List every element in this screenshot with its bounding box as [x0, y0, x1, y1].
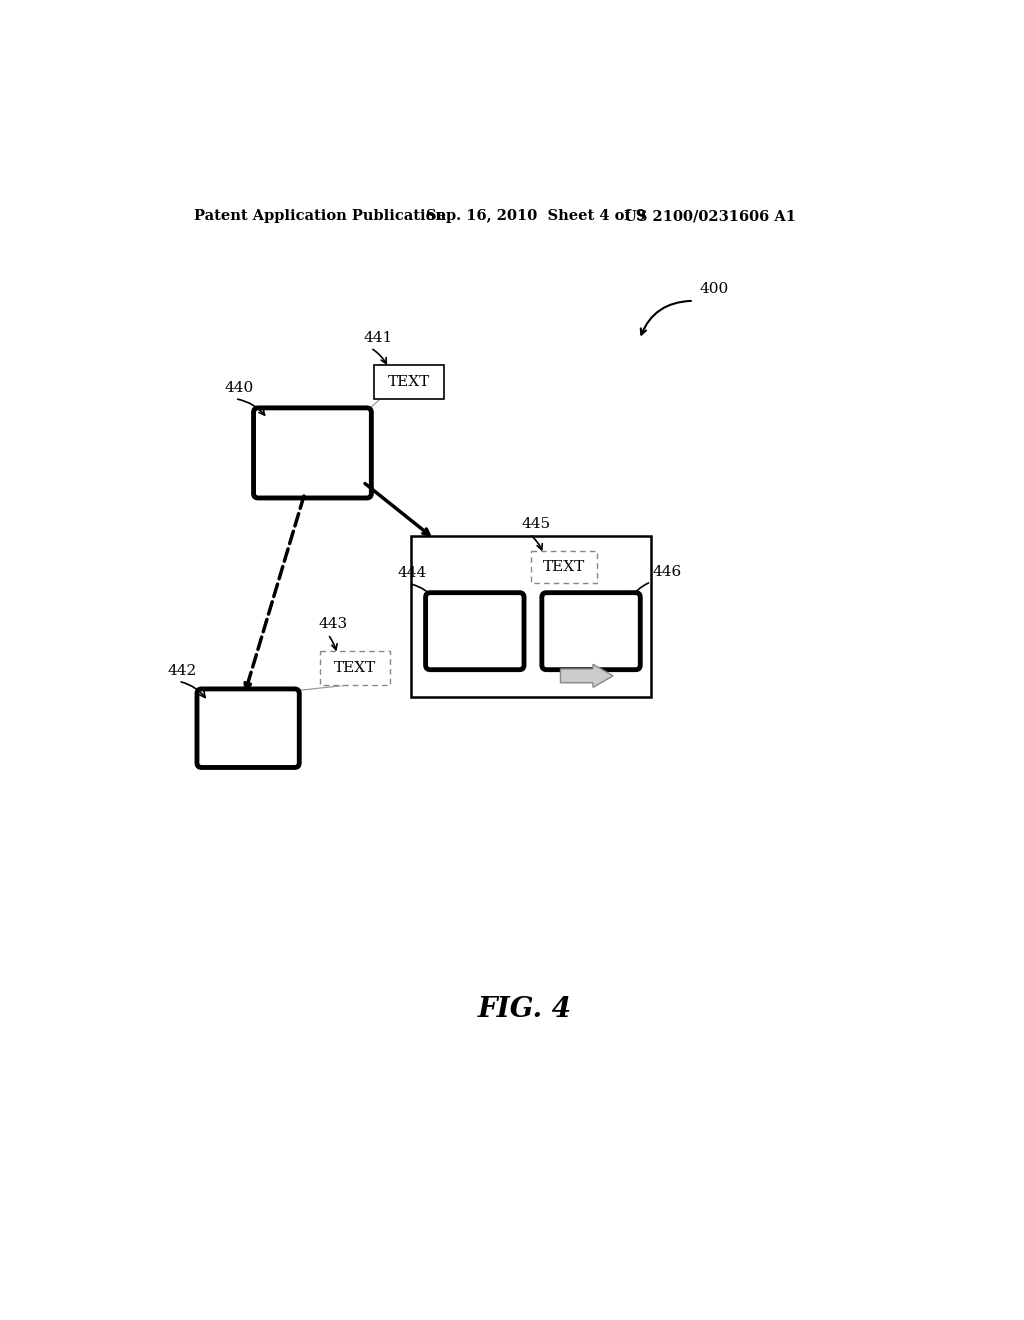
Bar [531, 552, 597, 583]
Bar [321, 651, 390, 685]
FancyBboxPatch shape [542, 593, 640, 669]
Text: TEXT: TEXT [334, 661, 376, 675]
Text: 442: 442 [168, 664, 197, 678]
Text: TEXT: TEXT [543, 560, 585, 574]
Text: 440: 440 [224, 381, 253, 396]
FancyBboxPatch shape [254, 408, 372, 498]
FancyBboxPatch shape [426, 593, 524, 669]
Text: 400: 400 [700, 282, 729, 296]
Text: 441: 441 [364, 331, 393, 345]
Bar [411, 536, 651, 697]
Text: Sep. 16, 2010  Sheet 4 of 9: Sep. 16, 2010 Sheet 4 of 9 [426, 209, 646, 223]
Bar [375, 364, 444, 399]
FancyBboxPatch shape [197, 689, 299, 767]
Text: 446: 446 [652, 565, 682, 578]
Text: TEXT: TEXT [388, 375, 430, 388]
Text: 443: 443 [318, 618, 348, 631]
Polygon shape [560, 664, 613, 688]
Text: US 2100/0231606 A1: US 2100/0231606 A1 [624, 209, 796, 223]
Text: Patent Application Publication: Patent Application Publication [194, 209, 445, 223]
Text: 444: 444 [397, 566, 427, 581]
Text: 445: 445 [521, 517, 551, 531]
Text: FIG. 4: FIG. 4 [478, 995, 571, 1023]
